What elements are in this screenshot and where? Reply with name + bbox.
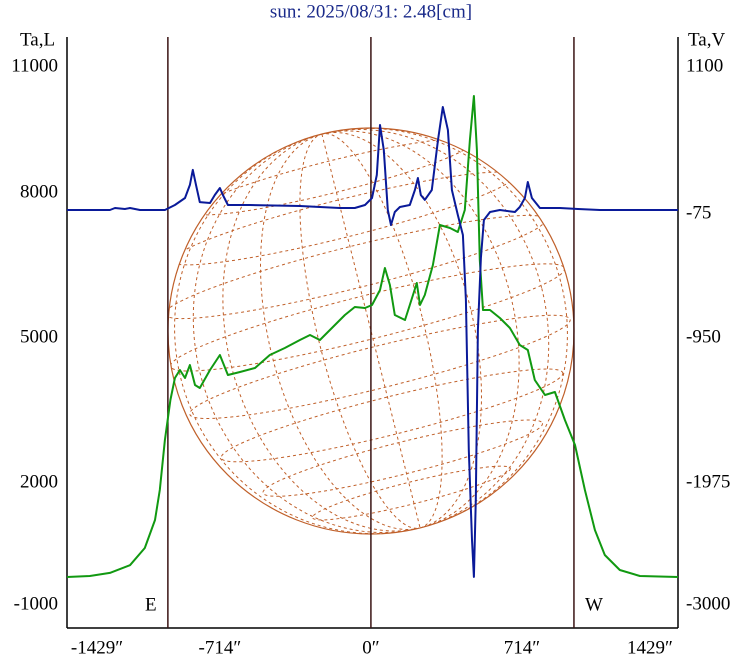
x-tick-label: 0″ — [362, 637, 379, 658]
x-tick-label: 1429″ — [627, 637, 673, 658]
chart-title: sun: 2025/08/31: 2.48[cm] — [270, 1, 472, 22]
y-tick-label: 2000 — [20, 471, 58, 492]
x-tick-label: -1429″ — [71, 637, 123, 658]
y2-tick-label: -75 — [686, 203, 711, 224]
y-tick-label: -1000 — [14, 593, 58, 614]
series-line — [66, 95, 679, 578]
y-tick-label: 5000 — [20, 326, 58, 347]
annotation: W — [585, 594, 603, 615]
x-tick-label: -714″ — [199, 637, 242, 658]
y-tick-label: 11000 — [11, 55, 58, 76]
x-tick-label: 714″ — [504, 637, 540, 658]
annotation: E — [145, 594, 157, 615]
series-line — [67, 106, 678, 578]
y2-axis-label: Ta,V — [688, 29, 725, 50]
y2-tick-label: -1975 — [686, 471, 730, 492]
y2-tick-label: 1100 — [686, 55, 723, 76]
y2-tick-label: -950 — [686, 326, 721, 347]
y-tick-label: 8000 — [20, 181, 58, 202]
y2-tick-label: -3000 — [686, 593, 730, 614]
frame — [66, 37, 679, 629]
y-axis-label: Ta,L — [20, 29, 55, 50]
